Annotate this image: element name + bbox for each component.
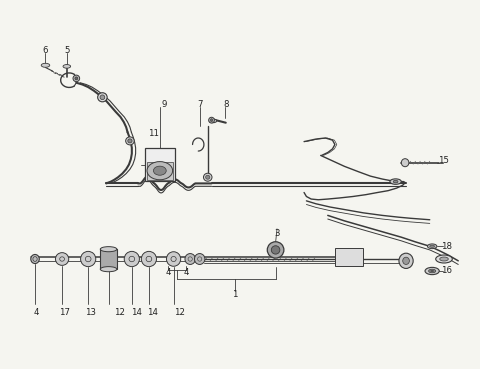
Text: 4: 4 [165, 268, 170, 277]
Text: 14: 14 [147, 308, 158, 317]
Bar [146, 162, 173, 180]
Text: 9: 9 [161, 100, 167, 109]
Text: 13: 13 [85, 308, 96, 317]
Ellipse shape [126, 137, 134, 145]
Text: 11: 11 [148, 129, 159, 138]
Ellipse shape [436, 255, 452, 263]
Text: 3: 3 [274, 229, 280, 238]
Ellipse shape [209, 119, 217, 123]
Ellipse shape [81, 251, 96, 267]
Ellipse shape [440, 257, 448, 261]
Ellipse shape [100, 267, 117, 272]
Ellipse shape [100, 246, 117, 252]
Ellipse shape [431, 270, 433, 272]
Ellipse shape [425, 268, 439, 275]
Ellipse shape [100, 95, 105, 100]
Ellipse shape [390, 179, 401, 184]
Text: 12: 12 [174, 308, 185, 317]
Text: 7: 7 [197, 100, 203, 109]
Ellipse shape [204, 173, 212, 181]
Ellipse shape [41, 63, 50, 67]
Text: 14: 14 [131, 308, 142, 317]
Ellipse shape [399, 253, 413, 269]
Ellipse shape [75, 77, 78, 80]
Ellipse shape [271, 246, 280, 254]
Bar [100, 249, 117, 269]
Bar [335, 248, 363, 266]
Ellipse shape [403, 257, 409, 265]
Ellipse shape [393, 180, 398, 183]
Ellipse shape [185, 254, 195, 265]
Ellipse shape [210, 119, 213, 122]
Text: 16: 16 [441, 266, 452, 276]
Text: 17: 17 [59, 308, 70, 317]
Text: 18: 18 [441, 242, 452, 251]
Ellipse shape [194, 254, 205, 265]
Ellipse shape [124, 251, 139, 267]
Ellipse shape [401, 159, 409, 167]
Ellipse shape [427, 244, 437, 249]
Ellipse shape [63, 65, 71, 68]
Ellipse shape [97, 93, 107, 102]
Ellipse shape [128, 139, 132, 143]
Ellipse shape [141, 251, 156, 267]
Text: 4: 4 [184, 268, 189, 277]
Text: 4: 4 [33, 308, 39, 317]
Ellipse shape [56, 253, 69, 265]
Ellipse shape [31, 255, 39, 263]
Ellipse shape [154, 166, 166, 175]
Ellipse shape [430, 245, 434, 247]
Text: 8: 8 [223, 100, 228, 109]
Text: 15: 15 [439, 156, 449, 165]
Ellipse shape [167, 252, 180, 266]
Ellipse shape [147, 162, 173, 180]
Ellipse shape [205, 175, 210, 179]
Ellipse shape [267, 242, 284, 258]
Text: 6: 6 [43, 45, 48, 55]
Text: 5: 5 [64, 45, 70, 55]
Text: 12: 12 [114, 308, 125, 317]
Bar [145, 148, 175, 181]
Text: 1: 1 [232, 290, 238, 299]
Ellipse shape [209, 117, 215, 123]
Ellipse shape [73, 75, 80, 82]
Ellipse shape [429, 269, 436, 273]
